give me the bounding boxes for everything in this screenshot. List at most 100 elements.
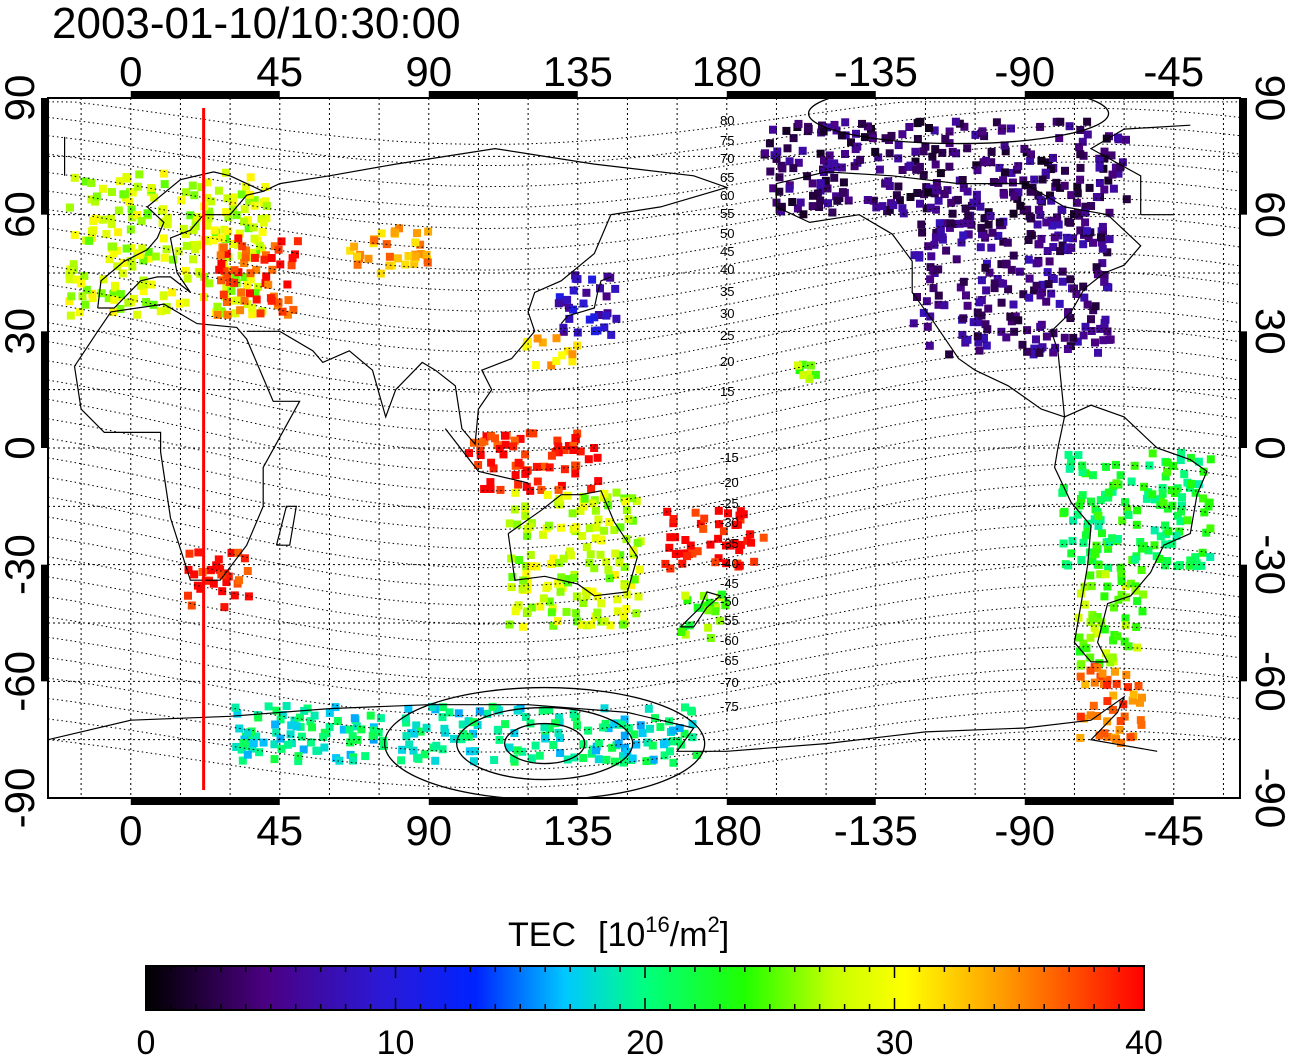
tec-cell (410, 259, 419, 268)
tec-cell (413, 229, 421, 238)
tec-cell (545, 597, 554, 606)
tec-cell (926, 203, 935, 212)
tec-cell (1177, 448, 1186, 457)
tec-cell (412, 721, 421, 730)
tec-cell (874, 153, 883, 162)
tec-cell (940, 189, 949, 198)
tec-cell (454, 709, 463, 718)
contour-label: 75 (720, 133, 734, 148)
tec-cell (960, 122, 969, 131)
tec-cell (1051, 343, 1060, 352)
tec-cell (932, 179, 941, 187)
tec-cell (611, 549, 620, 558)
tec-cell (696, 519, 705, 528)
tec-cell (622, 604, 631, 613)
tec-cell (114, 206, 123, 215)
tec-cell (1092, 629, 1101, 638)
tec-cell (594, 739, 603, 748)
tec-cell (1206, 524, 1215, 533)
tec-cell (671, 550, 680, 558)
tec-cell (312, 746, 321, 755)
tec-cell (237, 251, 246, 260)
tec-cell (216, 251, 225, 260)
tec-cell (576, 506, 585, 515)
tec-cell (681, 591, 690, 600)
tec-cell (1030, 286, 1039, 295)
tec-cell (554, 617, 562, 626)
tec-cell (1043, 268, 1052, 277)
tec-cell (1170, 489, 1179, 497)
tec-cell (274, 298, 283, 307)
tec-cell (510, 436, 519, 445)
tec-cell (555, 293, 564, 302)
tec-cell (564, 347, 572, 356)
lon-tick-bottom: 135 (543, 807, 613, 854)
tec-cell (409, 746, 418, 755)
tec-cell (1092, 263, 1101, 272)
tec-cell (1199, 467, 1208, 476)
tec-cell (572, 523, 581, 532)
tec-cell (1117, 569, 1126, 578)
tec-cell (1063, 233, 1072, 242)
lat-tick-left: 60 (0, 191, 43, 238)
tec-cell (591, 534, 600, 543)
tec-cell (1047, 289, 1056, 298)
tec-cell (522, 342, 531, 351)
tec-cell (1034, 258, 1043, 267)
tec-cell (894, 154, 903, 163)
tec-cell (215, 265, 224, 274)
tec-cell (272, 706, 281, 715)
contour-label: -35 (720, 536, 739, 551)
tec-cell (1089, 701, 1098, 710)
tec-cell (705, 598, 714, 607)
tec-cell (346, 246, 355, 255)
tec-cell (1019, 290, 1028, 299)
tec-cell (934, 300, 943, 309)
tec-cell (1055, 134, 1064, 143)
tec-cell (554, 442, 563, 451)
tec-cell (632, 740, 641, 749)
contour-label: 25 (720, 328, 734, 343)
tec-cell (224, 227, 233, 236)
tec-cell (592, 523, 601, 532)
tec-cell (511, 607, 520, 616)
tec-cell (969, 198, 978, 207)
tec-cell (1095, 659, 1104, 668)
tec-cell (624, 724, 633, 733)
tec-cell (1150, 541, 1159, 550)
tec-cell (1091, 338, 1099, 347)
tec-cell (133, 310, 142, 319)
tec-cell (665, 717, 674, 726)
tec-cell (207, 197, 216, 206)
tec-cell (1004, 285, 1013, 294)
tec-cell (159, 234, 168, 243)
tec-cell (248, 744, 257, 753)
tec-cell (248, 304, 257, 312)
frame-bar-left (41, 564, 48, 682)
tec-cell (1067, 243, 1076, 252)
tec-cell (642, 757, 651, 766)
tec-cell (144, 247, 153, 256)
tec-cell (544, 581, 553, 590)
tec-cell (1089, 238, 1097, 247)
tec-cell (1122, 670, 1131, 679)
contour-label: -55 (720, 613, 739, 628)
tec-cell (1065, 464, 1074, 473)
mlat-contour (48, 424, 1240, 511)
tec-cell (496, 485, 505, 494)
tec-cell (1096, 516, 1105, 525)
lon-tick-bottom: -45 (1143, 807, 1204, 854)
colorbar-unit-suffix: ] (720, 916, 729, 954)
tec-cell (111, 283, 120, 292)
axis-tick-labels: 0045459090135135180180-135-135-90-90-45-… (0, 48, 1292, 854)
tec-cell (669, 515, 678, 523)
mlat-contour (48, 366, 1240, 453)
tec-cell (975, 346, 984, 355)
tec-cell (258, 227, 267, 236)
tec-cell (1069, 234, 1077, 243)
tec-cell (1123, 505, 1132, 514)
tec-cell (863, 122, 872, 131)
tec-cell (188, 181, 197, 190)
tec-cell (513, 746, 522, 755)
tec-cell (714, 506, 723, 515)
